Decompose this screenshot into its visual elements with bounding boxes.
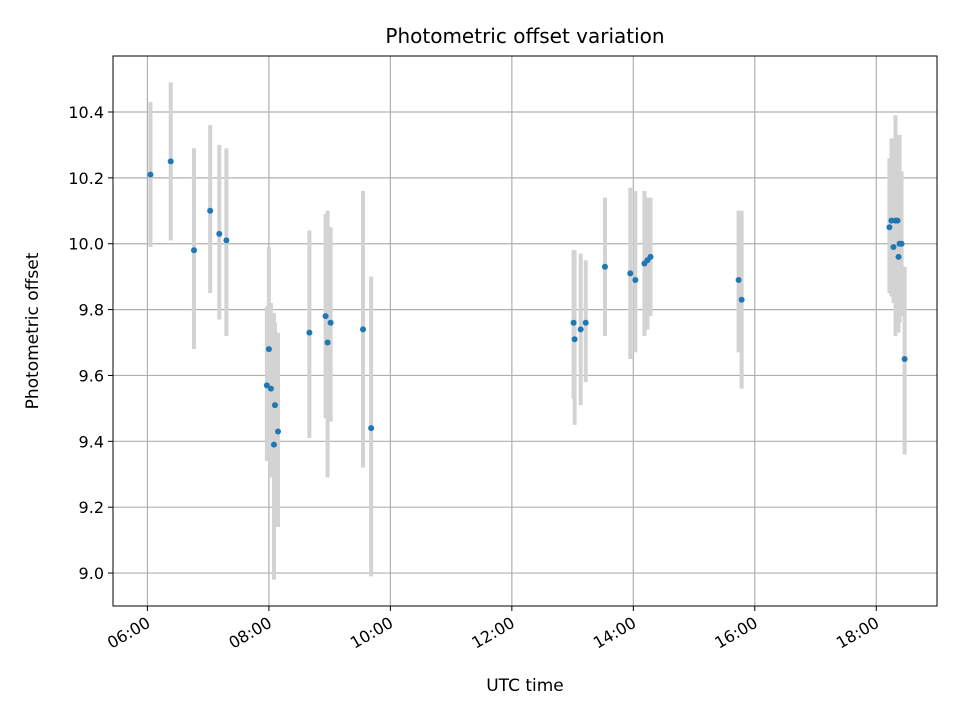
data-point [601,263,608,270]
data-point [275,428,282,435]
data-point [890,244,897,251]
data-point [360,326,367,333]
data-point [571,336,578,343]
data-point [368,425,375,432]
data-point [738,296,745,303]
data-point [270,441,277,448]
y-tick-label: 9.0 [79,564,104,583]
data-point [577,326,584,333]
y-axis-label: Photometric offset [23,252,43,409]
data-point [324,339,331,346]
data-points [147,158,908,448]
data-point [570,319,577,326]
data-point [223,237,230,244]
x-axis-label: UTC time [486,676,564,696]
data-point [735,276,742,283]
data-point [147,171,154,178]
data-point [267,385,274,392]
y-axis-ticks: 9.0 9.2 9.4 9.6 9.8 10.0 10.2 10.4 [68,103,113,583]
data-point [263,382,270,389]
data-point [216,230,223,237]
data-point [886,224,893,231]
data-point [627,270,634,277]
chart-title: Photometric offset variation [385,24,664,48]
data-point [647,253,654,260]
data-point [265,346,272,353]
data-point [306,329,313,336]
data-point [901,355,908,362]
y-tick-label: 10.2 [68,169,104,188]
data-point [271,402,278,409]
data-point [632,276,639,283]
data-point [894,217,901,224]
y-tick-label: 10.4 [68,103,104,122]
data-point [898,240,905,247]
data-point [207,207,214,214]
data-point [582,319,589,326]
data-point [327,319,334,326]
y-tick-label: 9.4 [79,432,104,451]
y-tick-label: 10.0 [68,235,104,254]
y-tick-label: 9.8 [79,301,104,320]
data-point [895,253,902,260]
y-tick-label: 9.6 [79,366,104,385]
data-point [190,247,197,254]
grid-lines [113,56,937,606]
data-point [167,158,174,165]
y-tick-label: 9.2 [79,498,104,517]
plot-frame [112,55,938,607]
data-point [322,313,329,320]
